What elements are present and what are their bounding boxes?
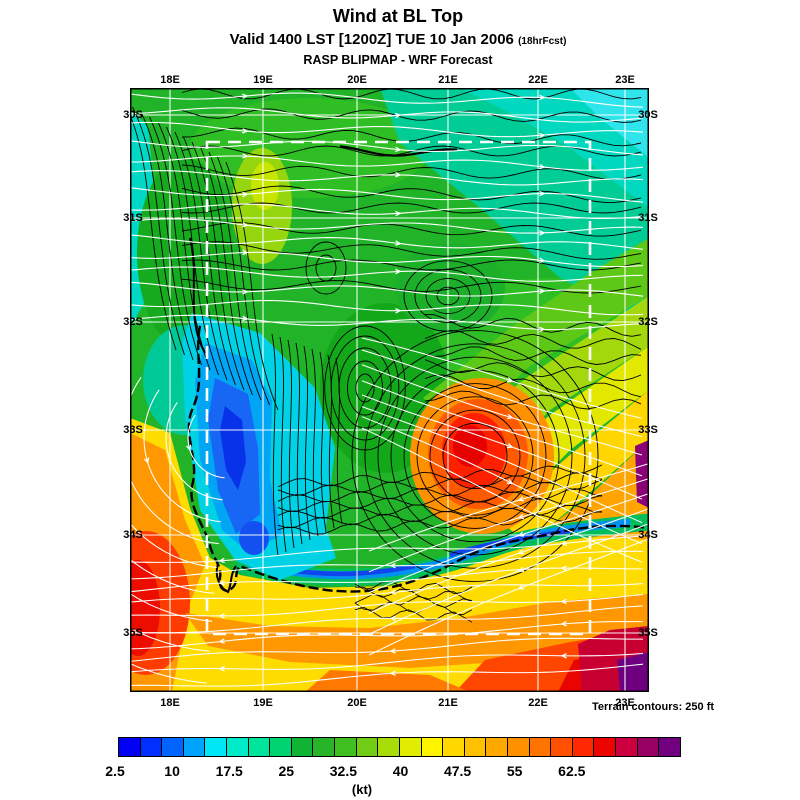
model-line: RASP BLIPMAP - WRF Forecast xyxy=(303,53,493,67)
colorbar-cell xyxy=(334,738,356,756)
colorbar-cell xyxy=(506,738,529,756)
colorbar-cell xyxy=(119,738,140,756)
colorbar-cell xyxy=(290,738,313,756)
lon-tick-top: 18E xyxy=(160,74,180,86)
colorbar-tick: 32.5 xyxy=(329,763,358,779)
terrain-contours-layer xyxy=(130,88,642,623)
lon-tick-bottom: 18E xyxy=(160,697,180,709)
lat-tick-right: 35S xyxy=(638,627,658,639)
colorbar xyxy=(118,737,681,757)
colorbar-cell xyxy=(182,738,205,756)
colorbar-cell xyxy=(485,738,507,756)
colorbar-cell xyxy=(398,738,421,756)
lat-tick-left: 33S xyxy=(123,424,143,436)
colorbar-tick: 40 xyxy=(392,763,409,779)
colorbar-cell xyxy=(139,738,162,756)
lon-tick-bottom: 20E xyxy=(347,697,367,709)
lat-tick-left: 35S xyxy=(123,627,143,639)
colorbar-cell xyxy=(247,738,270,756)
colorbar-cell xyxy=(312,738,335,756)
lon-tick-bottom: 21E xyxy=(438,697,458,709)
colorbar-tick: 55 xyxy=(506,763,523,779)
terrain-note: Terrain contours: 250 ft xyxy=(592,701,715,713)
colorbar-cell xyxy=(420,738,443,756)
colorbar-tick: 2.5 xyxy=(105,763,125,779)
colorbar-cell xyxy=(636,738,659,756)
lat-tick-right: 34S xyxy=(638,529,658,541)
lat-tick-right: 32S xyxy=(638,316,658,328)
forecast-offset: (18hrFcst) xyxy=(518,36,567,47)
colorbar-cell xyxy=(615,738,637,756)
colorbar-cell xyxy=(442,738,464,756)
colorbar-cell xyxy=(550,738,572,756)
lon-tick-bottom: 23E xyxy=(615,697,635,709)
colorbar-cell xyxy=(463,738,486,756)
nested-domain-box xyxy=(205,140,592,636)
colorbar-cell xyxy=(161,738,183,756)
colorbar-cell xyxy=(204,738,227,756)
lat-tick-right: 31S xyxy=(638,212,658,224)
colorbar-cell xyxy=(226,738,248,756)
colorbar-tick: 17.5 xyxy=(215,763,243,779)
lat-tick-right: 30S xyxy=(638,109,658,121)
map-border xyxy=(130,88,649,692)
coastline xyxy=(187,325,649,594)
colorbar-cell xyxy=(658,738,680,756)
lat-tick-right: 33S xyxy=(638,424,658,436)
wind-map xyxy=(130,88,649,692)
wind-streamlines xyxy=(130,92,649,687)
lat-tick-left: 30S xyxy=(123,109,143,121)
valid-time: Valid 1400 LST [1200Z] TUE 10 Jan 2006 xyxy=(229,31,514,48)
colorbar-cell xyxy=(269,738,291,756)
lon-tick-top: 20E xyxy=(347,74,367,86)
lon-tick-top: 22E xyxy=(528,74,548,86)
colorbar-cell xyxy=(377,738,399,756)
colorbar-cell xyxy=(593,738,616,756)
lon-tick-top: 19E xyxy=(253,74,273,86)
lon-tick-top: 23E xyxy=(615,74,635,86)
colorbar-cell xyxy=(528,738,551,756)
colorbar-unit-label: (kt) xyxy=(351,782,373,797)
lon-tick-top: 21E xyxy=(438,74,458,86)
lat-tick-left: 31S xyxy=(123,212,143,224)
wind-map-canvas xyxy=(130,88,649,692)
colorbar-tick: 62.5 xyxy=(558,763,586,779)
colorbar-cell xyxy=(571,738,594,756)
colorbar-tick: 10 xyxy=(164,763,180,779)
plot-title: Wind at BL Top xyxy=(332,6,464,26)
valid-time-line: Valid 1400 LST [1200Z] TUE 10 Jan 2006 (… xyxy=(230,31,567,48)
lon-tick-bottom: 22E xyxy=(528,697,548,709)
colorbar-tick: 25 xyxy=(278,763,295,779)
lat-tick-left: 34S xyxy=(123,529,143,541)
colorbar-tick: 47.5 xyxy=(443,763,472,779)
colorbar-cell xyxy=(355,738,378,756)
lon-tick-bottom: 19E xyxy=(253,697,273,709)
lat-tick-left: 32S xyxy=(123,316,143,328)
